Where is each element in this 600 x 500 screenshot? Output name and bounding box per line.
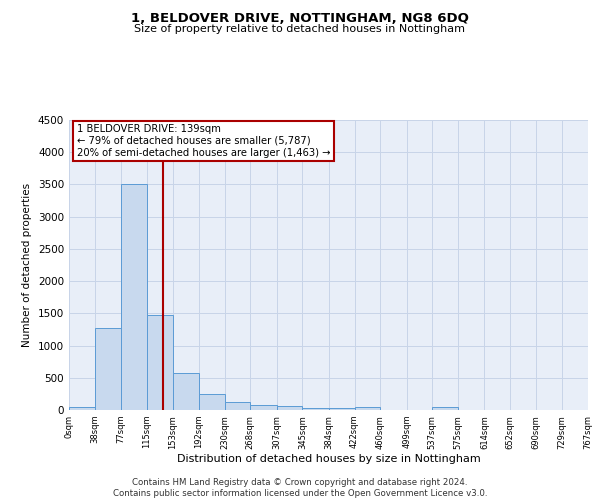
Bar bbox=[173, 373, 199, 410]
Text: 1 BELDOVER DRIVE: 139sqm
← 79% of detached houses are smaller (5,787)
20% of sem: 1 BELDOVER DRIVE: 139sqm ← 79% of detach… bbox=[77, 124, 330, 158]
Bar bbox=[147, 315, 173, 410]
Bar bbox=[121, 184, 147, 410]
X-axis label: Distribution of detached houses by size in Nottingham: Distribution of detached houses by size … bbox=[176, 454, 481, 464]
Bar bbox=[329, 408, 355, 410]
Bar bbox=[250, 404, 277, 410]
Bar bbox=[224, 402, 250, 410]
Text: Size of property relative to detached houses in Nottingham: Size of property relative to detached ho… bbox=[134, 24, 466, 34]
Text: 1, BELDOVER DRIVE, NOTTINGHAM, NG8 6DQ: 1, BELDOVER DRIVE, NOTTINGHAM, NG8 6DQ bbox=[131, 12, 469, 26]
Text: Contains HM Land Registry data © Crown copyright and database right 2024.
Contai: Contains HM Land Registry data © Crown c… bbox=[113, 478, 487, 498]
Bar bbox=[69, 407, 95, 410]
Bar bbox=[355, 407, 380, 410]
Bar bbox=[199, 394, 224, 410]
Y-axis label: Number of detached properties: Number of detached properties bbox=[22, 183, 32, 347]
Bar bbox=[302, 408, 329, 410]
Bar bbox=[95, 328, 121, 410]
Bar bbox=[433, 407, 458, 410]
Bar bbox=[277, 406, 302, 410]
